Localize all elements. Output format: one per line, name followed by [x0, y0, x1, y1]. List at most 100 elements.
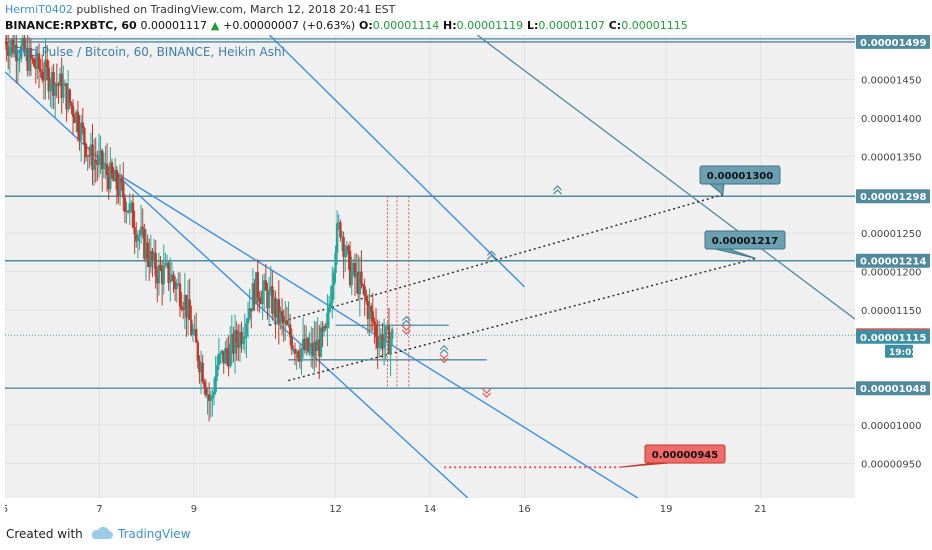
- callout-945-box: [644, 444, 726, 464]
- candle-body: [131, 202, 135, 228]
- candle-body: [209, 398, 212, 401]
- candle-body: [358, 271, 362, 295]
- candle-body: [65, 83, 68, 110]
- up-chevron-icon: [439, 348, 449, 355]
- x-tick-label: 5: [5, 504, 8, 515]
- x-tick-label: 9: [191, 504, 197, 515]
- candle-body: [162, 265, 165, 285]
- price-level-tag-box: [856, 381, 930, 396]
- candle-body: [360, 271, 363, 285]
- candle-body: [10, 39, 13, 47]
- candle-body: [57, 84, 60, 86]
- candle-body: [3, 41, 7, 43]
- candle-body: [222, 350, 225, 364]
- candle-body: [5, 41, 8, 50]
- close-value: 0.00001115: [621, 19, 688, 32]
- candle-body: [211, 395, 214, 399]
- candle-body: [379, 334, 383, 341]
- candle-body: [186, 299, 190, 318]
- time-axis[interactable]: 5 7 9 12 14 16 19 21: [2, 498, 855, 518]
- candle-body: [264, 280, 268, 291]
- candle-body: [233, 330, 237, 354]
- tradingview-brand-link[interactable]: TradingView: [118, 527, 191, 541]
- time-axis-svg: 5 7 9 12 14 16 19 21: [2, 504, 767, 515]
- low-label: L:: [526, 19, 539, 32]
- candle-body: [97, 154, 101, 165]
- chart-plot-area[interactable]: 0.00001300 0.00001217 0.00000945 Red Pulse …: [3, 22, 856, 499]
- trend-line: [476, 34, 856, 320]
- candle-body: [229, 343, 232, 367]
- author-link[interactable]: HermiT0402: [5, 3, 73, 16]
- up-chevron-icon: [553, 185, 562, 191]
- candle-body: [214, 376, 217, 392]
- candle-body: [146, 242, 149, 260]
- candle-body: [193, 328, 196, 333]
- candle-body: [241, 338, 245, 345]
- candle-body: [391, 328, 394, 339]
- candle-body: [152, 252, 156, 261]
- candle-body: [368, 306, 371, 319]
- x-tick-label: 16: [518, 504, 531, 515]
- candle-body: [374, 324, 378, 338]
- candle-body: [366, 301, 370, 319]
- candle-body: [185, 294, 188, 318]
- candle-body: [344, 254, 347, 257]
- symbol-label: BINANCE:RPXBTC, 60: [5, 19, 137, 32]
- candle-body: [178, 283, 182, 307]
- candle-body: [94, 159, 97, 163]
- candle-body: [101, 150, 104, 170]
- candle-body: [373, 321, 376, 325]
- candle-body: [112, 174, 115, 181]
- candle-body: [327, 307, 331, 313]
- candle-body: [191, 332, 195, 335]
- candle-body: [363, 286, 366, 297]
- candle-body: [136, 235, 140, 242]
- candle-body: [47, 67, 50, 92]
- candle-body: [381, 334, 384, 349]
- candle-body: [308, 347, 311, 352]
- candle-body: [169, 280, 172, 283]
- candle-body: [216, 365, 219, 377]
- candle-body: [387, 325, 391, 355]
- price-level-tag-box: [856, 189, 930, 204]
- candle-body: [248, 308, 251, 319]
- x-tick-label: 12: [329, 504, 342, 515]
- candle-body: [183, 294, 187, 310]
- candle-body: [78, 132, 81, 141]
- callout-1217-box: [704, 230, 786, 250]
- candle-body: [322, 325, 326, 332]
- candle-body: [238, 332, 242, 348]
- candle-body: [18, 58, 21, 60]
- candle-body: [267, 290, 271, 309]
- price-axis[interactable]: 0.00001450 0.00001400 0.00001350 0.00001250…: [855, 34, 932, 498]
- candle-body: [199, 362, 203, 373]
- candle-body: [128, 203, 131, 213]
- candle-body: [71, 106, 75, 118]
- candle-body: [123, 197, 127, 212]
- candle-body: [118, 178, 122, 197]
- price-level-tag-box: [856, 34, 930, 49]
- candle-body: [21, 37, 25, 46]
- y-tick-label: 0.00001150: [861, 306, 921, 317]
- price-level-tag-label: 0.00001048: [860, 384, 926, 395]
- candle-body: [102, 167, 106, 170]
- chart-legend: Red Pulse / Bitcoin, 60, BINANCE, Heikin…: [15, 45, 285, 59]
- up-chevron-icon: [486, 250, 496, 256]
- candle-body: [170, 274, 174, 281]
- candle-body: [141, 226, 144, 229]
- candle-body: [282, 316, 285, 324]
- projection-line: [269, 194, 723, 326]
- candle-body: [86, 155, 89, 158]
- candle-body: [91, 144, 94, 171]
- candle-body: [310, 343, 313, 348]
- candle-body: [245, 323, 248, 337]
- candle-body: [314, 341, 318, 351]
- candle-body: [355, 271, 358, 278]
- candle-body: [316, 339, 319, 351]
- candle-body: [63, 83, 67, 86]
- candle-body: [117, 189, 120, 197]
- candle-body: [287, 324, 290, 326]
- candle-body: [81, 122, 84, 129]
- callout-1300-box: [699, 165, 781, 185]
- candle-body: [164, 262, 167, 266]
